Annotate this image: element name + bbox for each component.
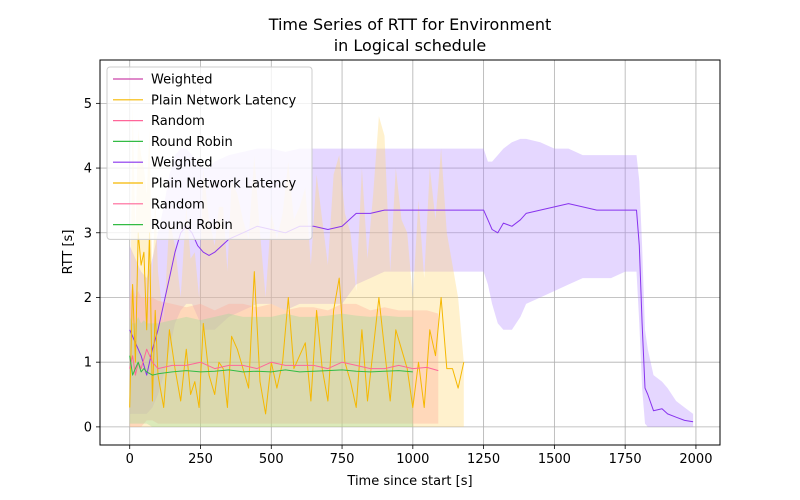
axis-ticks: 0 250 500 750 1000 1250 1500 1750 2000 0 1 2 3 4 5 [84, 97, 713, 467]
plain-network-latency-band [129, 103, 464, 427]
x-tick-label: 1000 [396, 452, 429, 467]
y-tick-label: 5 [84, 97, 92, 112]
legend-label: Random [151, 114, 205, 129]
x-tick-label: 750 [330, 452, 355, 467]
round-robin-line [129, 355, 413, 376]
round-robin-band [129, 313, 413, 427]
random-band [129, 284, 439, 427]
y-tick-label: 2 [84, 291, 92, 306]
chart-title-line-1: Time Series of RTT for Environment [268, 15, 552, 34]
y-tick-label: 1 [84, 356, 92, 371]
legend-label: Plain Network Latency [151, 177, 297, 192]
legend-box [106, 66, 313, 240]
y-axis-label: RTT [s] [61, 230, 76, 275]
plain-network-latency-line [129, 232, 465, 415]
chart-title-line-2: in Logical schedule [334, 36, 487, 55]
legend-label: Round Robin [151, 135, 233, 150]
y-tick-label: 0 [84, 420, 92, 435]
x-axis-label: Time since start [s] [346, 474, 472, 489]
legend: Weighted Plain Network Latency Random Round… [106, 66, 313, 240]
y-tick-label: 4 [84, 162, 92, 177]
x-tick-label: 1750 [609, 452, 642, 467]
legend-label: Plain Network Latency [151, 93, 297, 108]
legend-label: Weighted [151, 73, 213, 88]
legend-label: Weighted [151, 156, 213, 171]
legend-label: Round Robin [151, 218, 233, 233]
x-tick-label: 2000 [679, 452, 712, 467]
x-tick-label: 0 [126, 452, 134, 467]
x-tick-label: 500 [259, 452, 284, 467]
y-tick-label: 3 [84, 226, 92, 241]
random-line [129, 348, 439, 376]
x-tick-label: 1250 [467, 452, 500, 467]
legend-label: Random [151, 197, 205, 212]
x-tick-label: 250 [188, 452, 213, 467]
plot-frame [99, 59, 721, 446]
x-tick-label: 1500 [538, 452, 571, 467]
